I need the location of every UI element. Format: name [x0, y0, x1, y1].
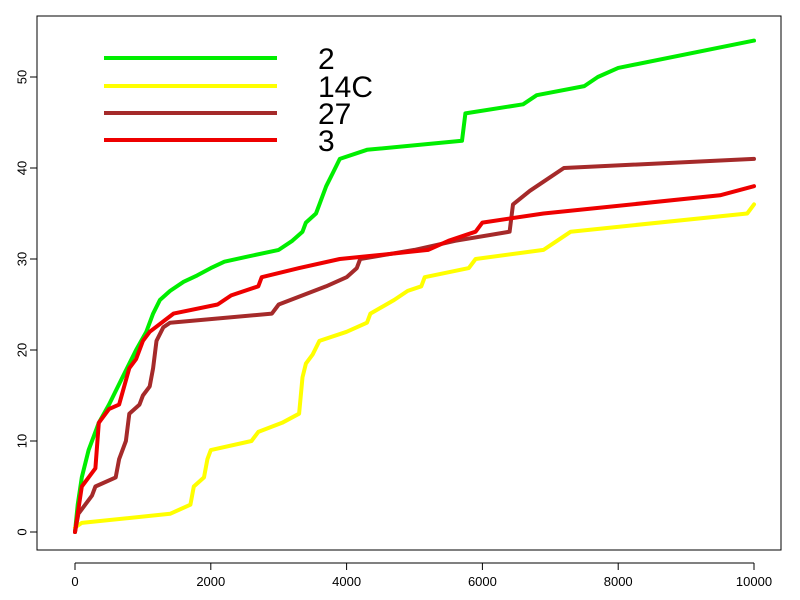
x-tick-label: 2000: [196, 574, 225, 589]
y-axis: 0 10 20 30 40 50: [14, 70, 38, 536]
legend-label-2: 2: [318, 43, 335, 76]
x-axis: 0 2000 4000 6000 8000 10000: [71, 562, 772, 589]
x-tick-label: 0: [71, 574, 78, 589]
x-tick-label: 10000: [736, 574, 772, 589]
series-line-14C: [73, 202, 756, 530]
legend-label-3: 3: [318, 125, 335, 158]
legend-label-27: 27: [318, 98, 351, 131]
y-tick-label: 0: [14, 528, 29, 535]
series-line-3: [73, 184, 756, 534]
series-layer: [73, 38, 756, 534]
y-tick-label: 40: [14, 161, 29, 175]
legend-label-14C: 14C: [318, 71, 373, 104]
y-tick-label: 10: [14, 434, 29, 448]
y-tick-label: 30: [14, 252, 29, 266]
series-line-27: [73, 156, 756, 534]
y-tick-label: 20: [14, 343, 29, 357]
series-line-2: [73, 38, 756, 534]
x-tick-label: 4000: [332, 574, 361, 589]
x-tick-label: 8000: [604, 574, 633, 589]
x-tick-label: 6000: [468, 574, 497, 589]
y-tick-label: 50: [14, 70, 29, 84]
plot-frame: [36, 15, 782, 551]
